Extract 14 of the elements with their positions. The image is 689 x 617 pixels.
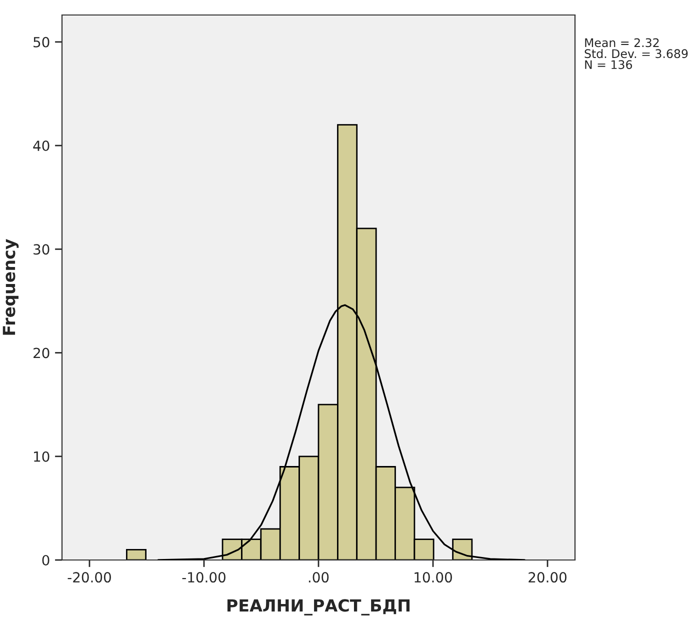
y-tick-label: 40 [33,140,50,152]
x-tick-label: 20.00 [528,572,566,583]
x-tick-label: -10.00 [182,572,226,583]
y-tick-label: 30 [34,244,50,255]
x-axis-title: РЕАЛНИ_РАСТ_БДП [227,599,410,616]
y-axis-title: Frequency [2,239,19,335]
y-tick-label: 20 [34,348,50,358]
text: Mean = 2.32 Std. Dev. = 3.689 N = 136 [584,38,688,70]
x-tick-label: .00 [308,572,329,583]
y-tick-label: 10 [34,451,50,462]
x-tick-label: 10.00 [414,572,452,583]
y-tick-label: 0 [42,554,50,566]
y-tick-label: 50 [34,36,50,48]
x-tick-label: -20.00 [68,572,111,583]
